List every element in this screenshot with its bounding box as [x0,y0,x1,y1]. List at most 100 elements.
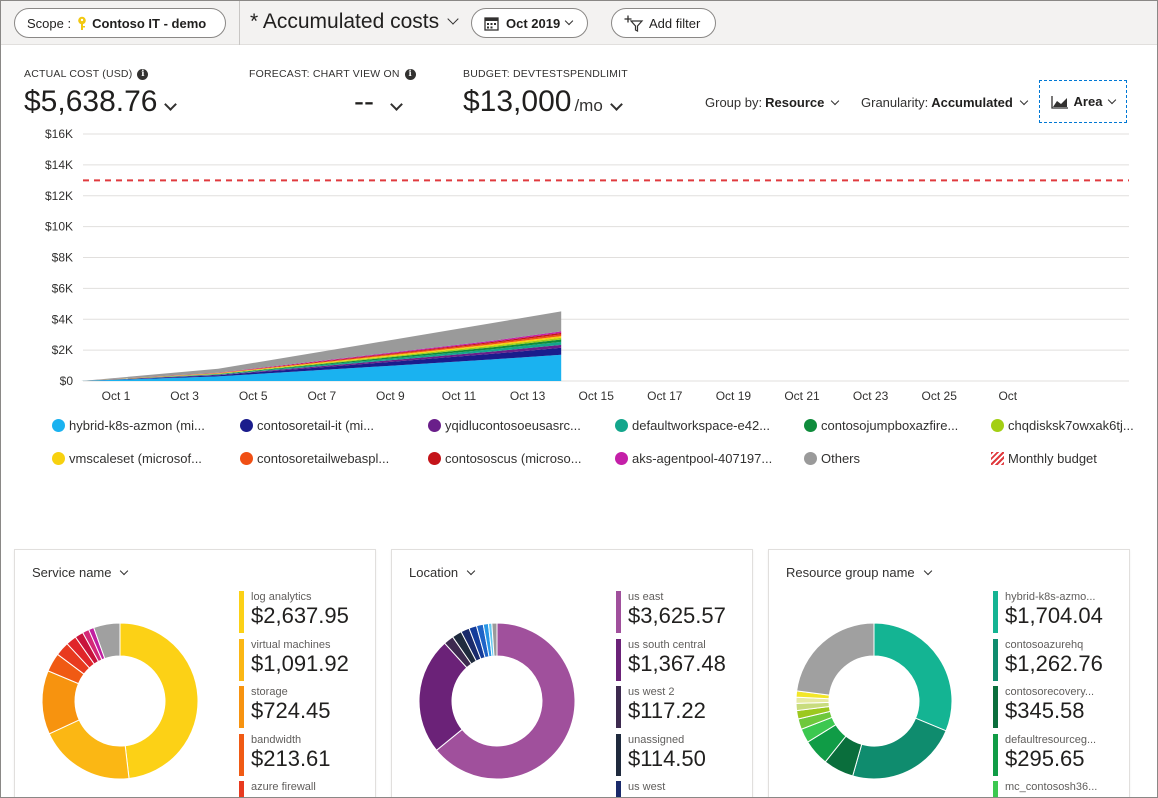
chevron-down-icon [466,566,476,575]
actual-cost-value[interactable]: $5,638.76 [24,85,178,119]
breakdown-list-item[interactable]: contosoazurehq $1,262.76 [993,638,1125,683]
budget-unit: /mo [574,96,603,115]
chevron-down-icon [164,98,178,111]
legend-swatch [804,419,817,432]
breakdown-list-item[interactable]: hybrid-k8s-azmo... $1,704.04 [993,591,1125,635]
donut-slice[interactable] [435,622,576,780]
y-tick-label: $10K [45,220,73,234]
legend-swatch [804,452,817,465]
legend-item[interactable]: vmscaleset (microsof... [52,451,202,466]
legend-label: Monthly budget [1008,451,1097,466]
breakdown-list-item[interactable]: us east $3,625.57 [616,591,748,635]
series-area[interactable] [81,354,562,381]
add-filter-button[interactable]: Add filter [611,8,716,38]
date-range-picker[interactable]: Oct 2019 [471,8,588,38]
color-bar [616,686,621,728]
x-tick-label: Oct [998,389,1017,403]
breakdown-list-item[interactable]: mc_contososh36... [993,781,1125,797]
legend-swatch [991,419,1004,432]
breakdown-label: us south central [628,638,706,651]
donut-slice[interactable] [873,622,953,732]
breakdown-value: $295.65 [1005,745,1085,771]
legend-label: vmscaleset (microsof... [69,451,202,466]
donut-chart[interactable] [795,622,953,780]
chevron-down-icon [1108,95,1117,104]
breakdown-list-item[interactable]: azure firewall [239,781,371,797]
hatch-swatch-icon [991,452,1004,465]
date-range-value: Oct 2019 [506,15,561,31]
color-bar [616,781,621,797]
view-selector[interactable]: * Accumulated costs [250,10,459,34]
color-bar [993,638,998,681]
add-filter-icon [624,15,644,32]
legend-item[interactable]: defaultworkspace-e42... [615,418,770,433]
legend-item-budget[interactable]: Monthly budget [991,451,1097,466]
budget-label-text: BUDGET: DEVTESTSPENDLIMIT [463,68,628,80]
chevron-down-icon [1019,96,1029,105]
legend-item[interactable]: contosoretail-it (mi... [240,418,374,433]
actual-cost-amount: $5,638.76 [24,85,158,118]
donut-chart[interactable] [418,622,576,780]
location-card: Location us east $3,625.57 us south central… [391,549,753,797]
scope-picker[interactable]: Scope : Contoso IT - demo [14,8,226,38]
breakdown-list-item[interactable]: contosorecovery... $345.58 [993,686,1125,730]
card-title-dropdown[interactable]: Resource group name [786,565,932,580]
color-bar [616,638,621,681]
card-title-dropdown[interactable]: Location [409,565,476,580]
breakdown-list-item[interactable]: unassigned $114.50 [616,733,748,778]
legend-item[interactable]: contosojumpboxazfire... [804,418,958,433]
color-bar [239,733,244,776]
donut-slice[interactable] [93,622,121,660]
donut-slice[interactable] [796,622,875,696]
donut-chart[interactable] [41,622,199,780]
breakdown-list-item[interactable]: us west 2 $117.22 [616,686,748,730]
legend-item[interactable]: hybrid-k8s-azmon (mi... [52,418,205,433]
service-name-card: Service name log analytics $2,637.95 virtua… [14,549,376,797]
breakdown-value: $3,625.57 [628,603,726,628]
granularity-dropdown[interactable]: Granularity: Accumulated [861,95,1029,110]
budget-value[interactable]: $13,000 /mo [463,85,623,119]
breakdown-list-item[interactable]: storage $724.45 [239,686,371,730]
breakdown-label: contosoazurehq [1005,638,1084,651]
breakdown-value: $1,262.76 [1005,650,1103,676]
x-tick-label: Oct 15 [579,389,615,403]
legend-label: contosojumpboxazfire... [821,418,959,433]
x-tick-label: Oct 5 [239,389,268,403]
info-icon[interactable]: i [404,68,416,80]
x-tick-label: Oct 11 [442,389,477,403]
breakdown-list-item[interactable]: us west [616,781,748,797]
donut-slice[interactable] [119,622,199,780]
legend-item[interactable]: contosoretailwebaspl... [240,451,389,466]
info-icon[interactable]: i [137,68,149,80]
x-tick-label: Oct 3 [170,389,199,403]
donut-slice[interactable] [852,717,947,780]
legend-item[interactable]: yqidlucontosoeusasrc... [428,418,581,433]
legend-item[interactable]: aks-agentpool-407197... [615,451,772,466]
toolbar-divider [239,1,240,45]
area-chart-icon [1050,95,1069,109]
color-bar [239,638,244,681]
y-tick-label: $2K [52,343,73,357]
breakdown-label: log analytics [251,591,312,603]
breakdown-list-item[interactable]: log analytics $2,637.95 [239,591,371,635]
chevron-down-icon [831,96,840,105]
forecast-value[interactable]: -- [354,85,403,119]
donut-slice[interactable] [491,622,498,657]
breakdown-list-item[interactable]: defaultresourceg... $295.65 [993,733,1125,778]
legend-item[interactable]: contososcus (microso... [428,451,582,466]
chart-type-dropdown[interactable]: Area [1039,80,1127,123]
accumulated-cost-area-chart[interactable]: $0 $2K $4K $6K $8K $10K $12K $14K $16K Oct 1 Oct 3… [1,127,1157,411]
breakdown-label: hybrid-k8s-azmo... [1005,591,1096,603]
budget-label: BUDGET: DEVTESTSPENDLIMIT [463,68,628,80]
breakdown-list-item[interactable]: virtual machines $1,091.92 [239,638,371,683]
legend-item[interactable]: Others [804,451,860,466]
card-title-dropdown[interactable]: Service name [32,565,129,580]
breakdown-list-item[interactable]: us south central $1,367.48 [616,638,748,683]
breakdown-label: bandwidth [251,733,302,746]
legend-item[interactable]: chqdisksk7owxak6tj... [991,418,1134,433]
legend-label: contososcus (microso... [445,451,582,466]
group-by-dropdown[interactable]: Group by: Resource [705,95,840,110]
y-tick-label: $14K [45,158,73,172]
legend-swatch [52,452,65,465]
breakdown-list-item[interactable]: bandwidth $213.61 [239,733,371,778]
